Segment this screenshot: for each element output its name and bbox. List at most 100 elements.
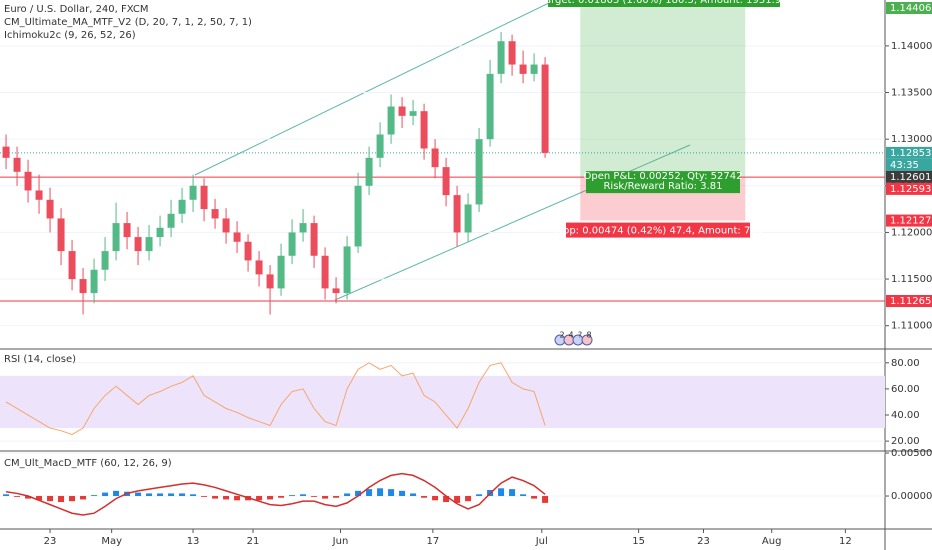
y-tick-label: 0.00500: [891, 448, 932, 459]
histogram-bar: [377, 488, 384, 497]
y-tick-label: 1.12000: [891, 227, 932, 238]
y-tick-label: 1.11000: [891, 321, 932, 332]
histogram-bar: [80, 496, 87, 500]
price-tag-box: [886, 214, 932, 227]
candle-body: [244, 241, 252, 261]
pnl-label-box: [586, 171, 740, 194]
histogram-bar: [102, 492, 109, 497]
rsi-band: [0, 375, 885, 429]
price-tag-box: [886, 170, 932, 183]
target-label: Target: 0.01805 (1.60%) 180.5, Amount: 1…: [540, 0, 788, 6]
stop-label: Stop: 0.00474 (0.42%) 47.4, Amount: 750: [553, 226, 763, 237]
histogram-bar: [25, 496, 32, 499]
y-tick-label: 20.00: [891, 436, 920, 447]
candle-body: [134, 237, 142, 252]
candle-body: [387, 106, 395, 135]
histogram-bar: [311, 496, 318, 497]
histogram-bar: [421, 496, 428, 498]
histogram-bar: [146, 493, 153, 497]
event-label: ?: [578, 331, 582, 340]
histogram-bar: [179, 493, 186, 497]
candle-body: [123, 223, 131, 238]
indicator-label: Ichimoku2c (9, 26, 52, 26): [4, 30, 136, 41]
candle-body: [211, 209, 219, 219]
candle-body: [189, 185, 197, 200]
candle-body: [90, 269, 98, 294]
candle-body: [365, 157, 373, 186]
histogram-bar: [399, 490, 406, 497]
histogram-bar: [465, 496, 472, 502]
x-tick-label: May: [101, 536, 122, 547]
candle-body: [497, 41, 505, 74]
target-label-box: [548, 0, 780, 7]
event-label: 4: [568, 331, 573, 340]
candle-body: [299, 223, 307, 233]
candle-body: [343, 246, 351, 294]
histogram-bar: [289, 495, 296, 497]
indicator-label: RSI (14, close): [4, 354, 76, 365]
histogram-bar: [113, 490, 120, 497]
histogram-bar: [168, 493, 175, 497]
candle-body: [519, 64, 527, 74]
candle-body: [442, 167, 450, 196]
histogram-bar: [157, 493, 164, 497]
candle-body: [530, 64, 538, 74]
histogram-bar: [509, 489, 516, 497]
price-tag: 1.12593: [890, 184, 931, 195]
rr-label: Risk/Reward Ratio: 3.81: [603, 181, 722, 192]
histogram-bar: [135, 492, 142, 497]
price-tag-box: [886, 2, 932, 15]
histogram-bar: [201, 496, 208, 497]
candle-body: [233, 232, 241, 242]
x-tick-label: Jul: [535, 536, 548, 547]
x-tick-label: Aug: [762, 536, 782, 547]
candle-body: [167, 213, 175, 228]
x-tick-label: 15: [632, 536, 645, 547]
event-label: 2: [559, 331, 564, 340]
histogram-bar: [14, 496, 21, 497]
chart-title: Euro / U.S. Dollar, 240, FXCM: [4, 4, 149, 15]
price-tag-box: [886, 294, 932, 307]
indicator-label: CM_Ult_MacD_MTF (60, 12, 26, 9): [4, 458, 172, 469]
countdown-tag: 43:35: [890, 160, 919, 171]
candle-body: [508, 41, 516, 65]
histogram-bar: [278, 496, 285, 498]
price-tag: 1.12853: [890, 148, 931, 159]
candle-body: [376, 134, 384, 158]
candle-body: [222, 218, 230, 233]
histogram-bar: [69, 496, 76, 502]
candle-body: [321, 255, 329, 289]
candle-body: [475, 139, 483, 205]
histogram-bar: [256, 496, 263, 501]
histogram-bar: [410, 493, 417, 497]
candle-body: [68, 251, 76, 280]
histogram-bar: [212, 496, 219, 499]
y-tick-label: 40.00: [891, 410, 920, 421]
histogram-bar: [388, 489, 395, 497]
pane: [0, 362, 885, 442]
price-tag-box: [886, 182, 932, 195]
price-tag: 1.14406: [890, 3, 931, 14]
histogram-bar: [520, 494, 527, 497]
candle-body: [431, 148, 439, 168]
histogram-bar: [47, 496, 54, 502]
histogram-bar: [36, 496, 43, 501]
candle-body: [13, 157, 21, 172]
candle-body: [486, 73, 494, 140]
histogram-bar: [454, 496, 461, 503]
x-tick-label: 23: [44, 536, 57, 547]
y-tick-label: 60.00: [891, 384, 920, 395]
histogram-bar: [223, 496, 230, 500]
y-tick-label: 1.11500: [891, 274, 932, 285]
candle-body: [266, 274, 274, 289]
countdown-tag-box: [886, 158, 932, 171]
price-tag-box: [886, 146, 932, 159]
histogram-bar: [366, 489, 373, 497]
candle-body: [255, 260, 263, 275]
candle-body: [332, 288, 340, 294]
candle-body: [145, 237, 153, 252]
histogram-bar: [333, 496, 340, 498]
